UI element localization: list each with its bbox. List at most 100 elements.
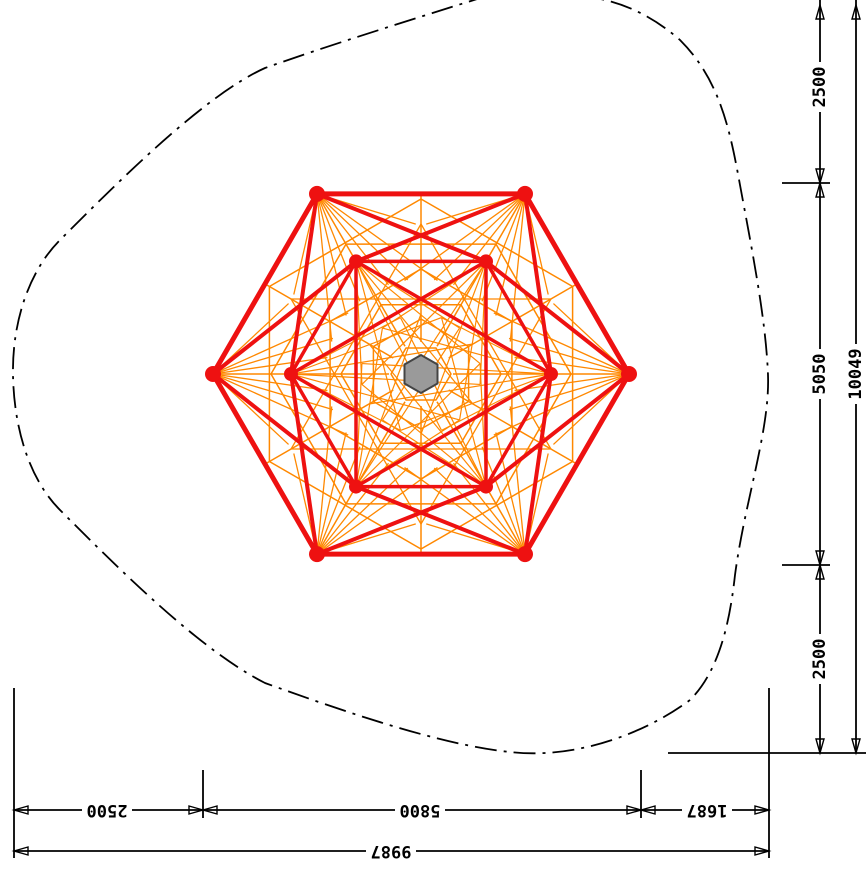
dimension-arrow: [200, 805, 218, 815]
net-fan: [493, 373, 630, 436]
frame-joint: [621, 366, 637, 382]
dimension-arrow: [11, 805, 29, 815]
frame-strut: [484, 259, 631, 376]
net-cross: [355, 261, 402, 431]
dimension-arrow: [815, 550, 825, 568]
dimension-arrow: [815, 562, 825, 580]
net-fan: [404, 467, 526, 555]
dim-right-bottom: 2500: [810, 639, 830, 680]
net-fan: [316, 193, 438, 281]
frame-triangle: [354, 259, 553, 489]
dim-bottom-total: 9987: [371, 841, 412, 861]
dim-bottom-middle: 5800: [400, 800, 441, 820]
dimension-arrow: [626, 805, 644, 815]
net-cross: [290, 373, 460, 421]
net-cross: [361, 260, 487, 385]
frame-joint: [479, 254, 493, 269]
frame-joint: [309, 185, 325, 202]
net-cross: [290, 317, 442, 375]
net-ring: [390, 347, 452, 401]
net-fan: [481, 193, 526, 302]
dimension-arrow: [815, 2, 825, 20]
net-fan: [212, 373, 334, 411]
dim-right-total: 10049: [846, 348, 866, 399]
frame-joint: [349, 479, 363, 494]
net-cross: [361, 383, 487, 488]
net-fan: [433, 467, 526, 555]
dimension-arrow: [815, 180, 825, 198]
net-fan: [316, 193, 390, 286]
net-fan: [481, 446, 526, 555]
frame-strut: [211, 372, 358, 489]
net-fan: [452, 193, 526, 286]
frame-joint: [517, 546, 533, 563]
net-fan: [316, 432, 347, 555]
net-fan: [493, 312, 630, 375]
frame-strut: [484, 372, 631, 489]
net-fan: [316, 193, 361, 302]
net-fan: [452, 462, 526, 555]
net-fan: [404, 193, 526, 281]
frame-joint: [309, 546, 325, 563]
net-cross: [399, 317, 487, 487]
net-cross: [361, 362, 552, 375]
frame-strut: [315, 191, 488, 264]
dimension-arrow: [638, 805, 656, 815]
net-fan: [316, 193, 347, 316]
dimension-arrow: [851, 2, 861, 20]
frame-joint: [205, 366, 221, 382]
net-fan: [509, 406, 526, 555]
net-fan: [495, 432, 526, 555]
frame-triangle: [289, 259, 488, 489]
dimension-arrow: [851, 738, 861, 756]
net-fan: [316, 467, 438, 555]
frame-joint: [517, 185, 533, 202]
frame-strut: [289, 191, 319, 376]
dimension-arrow: [815, 738, 825, 756]
net-fan: [514, 356, 630, 375]
frame-joint: [544, 367, 558, 381]
net-cross: [355, 261, 443, 431]
frame-strut: [211, 259, 358, 376]
frame-joint: [349, 254, 363, 269]
net-fan: [212, 373, 349, 436]
center-post-icon: [403, 353, 439, 395]
net-fan: [212, 312, 349, 375]
net-cross: [290, 373, 481, 386]
dim-bottom-left: 2500: [87, 800, 128, 820]
frame-strut: [523, 191, 553, 376]
net-fan: [514, 373, 630, 392]
net-fan: [212, 337, 334, 375]
dimension-arrow: [754, 846, 772, 856]
net-fan: [316, 193, 333, 342]
net-fan: [316, 406, 333, 555]
frame-strut: [354, 484, 527, 557]
dimension-arrow: [11, 846, 29, 856]
net-cross: [458, 261, 487, 421]
steel-frame: [205, 185, 637, 563]
net-fan: [495, 193, 526, 316]
net-cross: [355, 363, 481, 488]
net-cross: [420, 261, 487, 435]
net-fan: [509, 193, 526, 342]
net-cross: [355, 327, 384, 487]
frame-strut: [289, 372, 319, 557]
net-cross: [381, 261, 487, 421]
net-fan: [316, 193, 409, 281]
dim-right-top: 2500: [810, 67, 830, 108]
dimension-arrow: [815, 168, 825, 186]
frame-strut: [523, 372, 553, 557]
net-fan: [433, 193, 526, 281]
dim-right-middle: 5050: [810, 354, 830, 395]
net-fan: [212, 373, 328, 392]
frame-joint: [479, 479, 493, 494]
net-cross: [440, 317, 487, 487]
dimension-lines: [11, 0, 866, 858]
frame-joint: [284, 367, 298, 381]
safety-zone-outline: [12, 0, 769, 755]
net-cross: [355, 327, 461, 487]
dim-bottom-right: 1687: [687, 800, 728, 820]
net-fan: [508, 373, 630, 411]
net-fan: [316, 446, 361, 555]
